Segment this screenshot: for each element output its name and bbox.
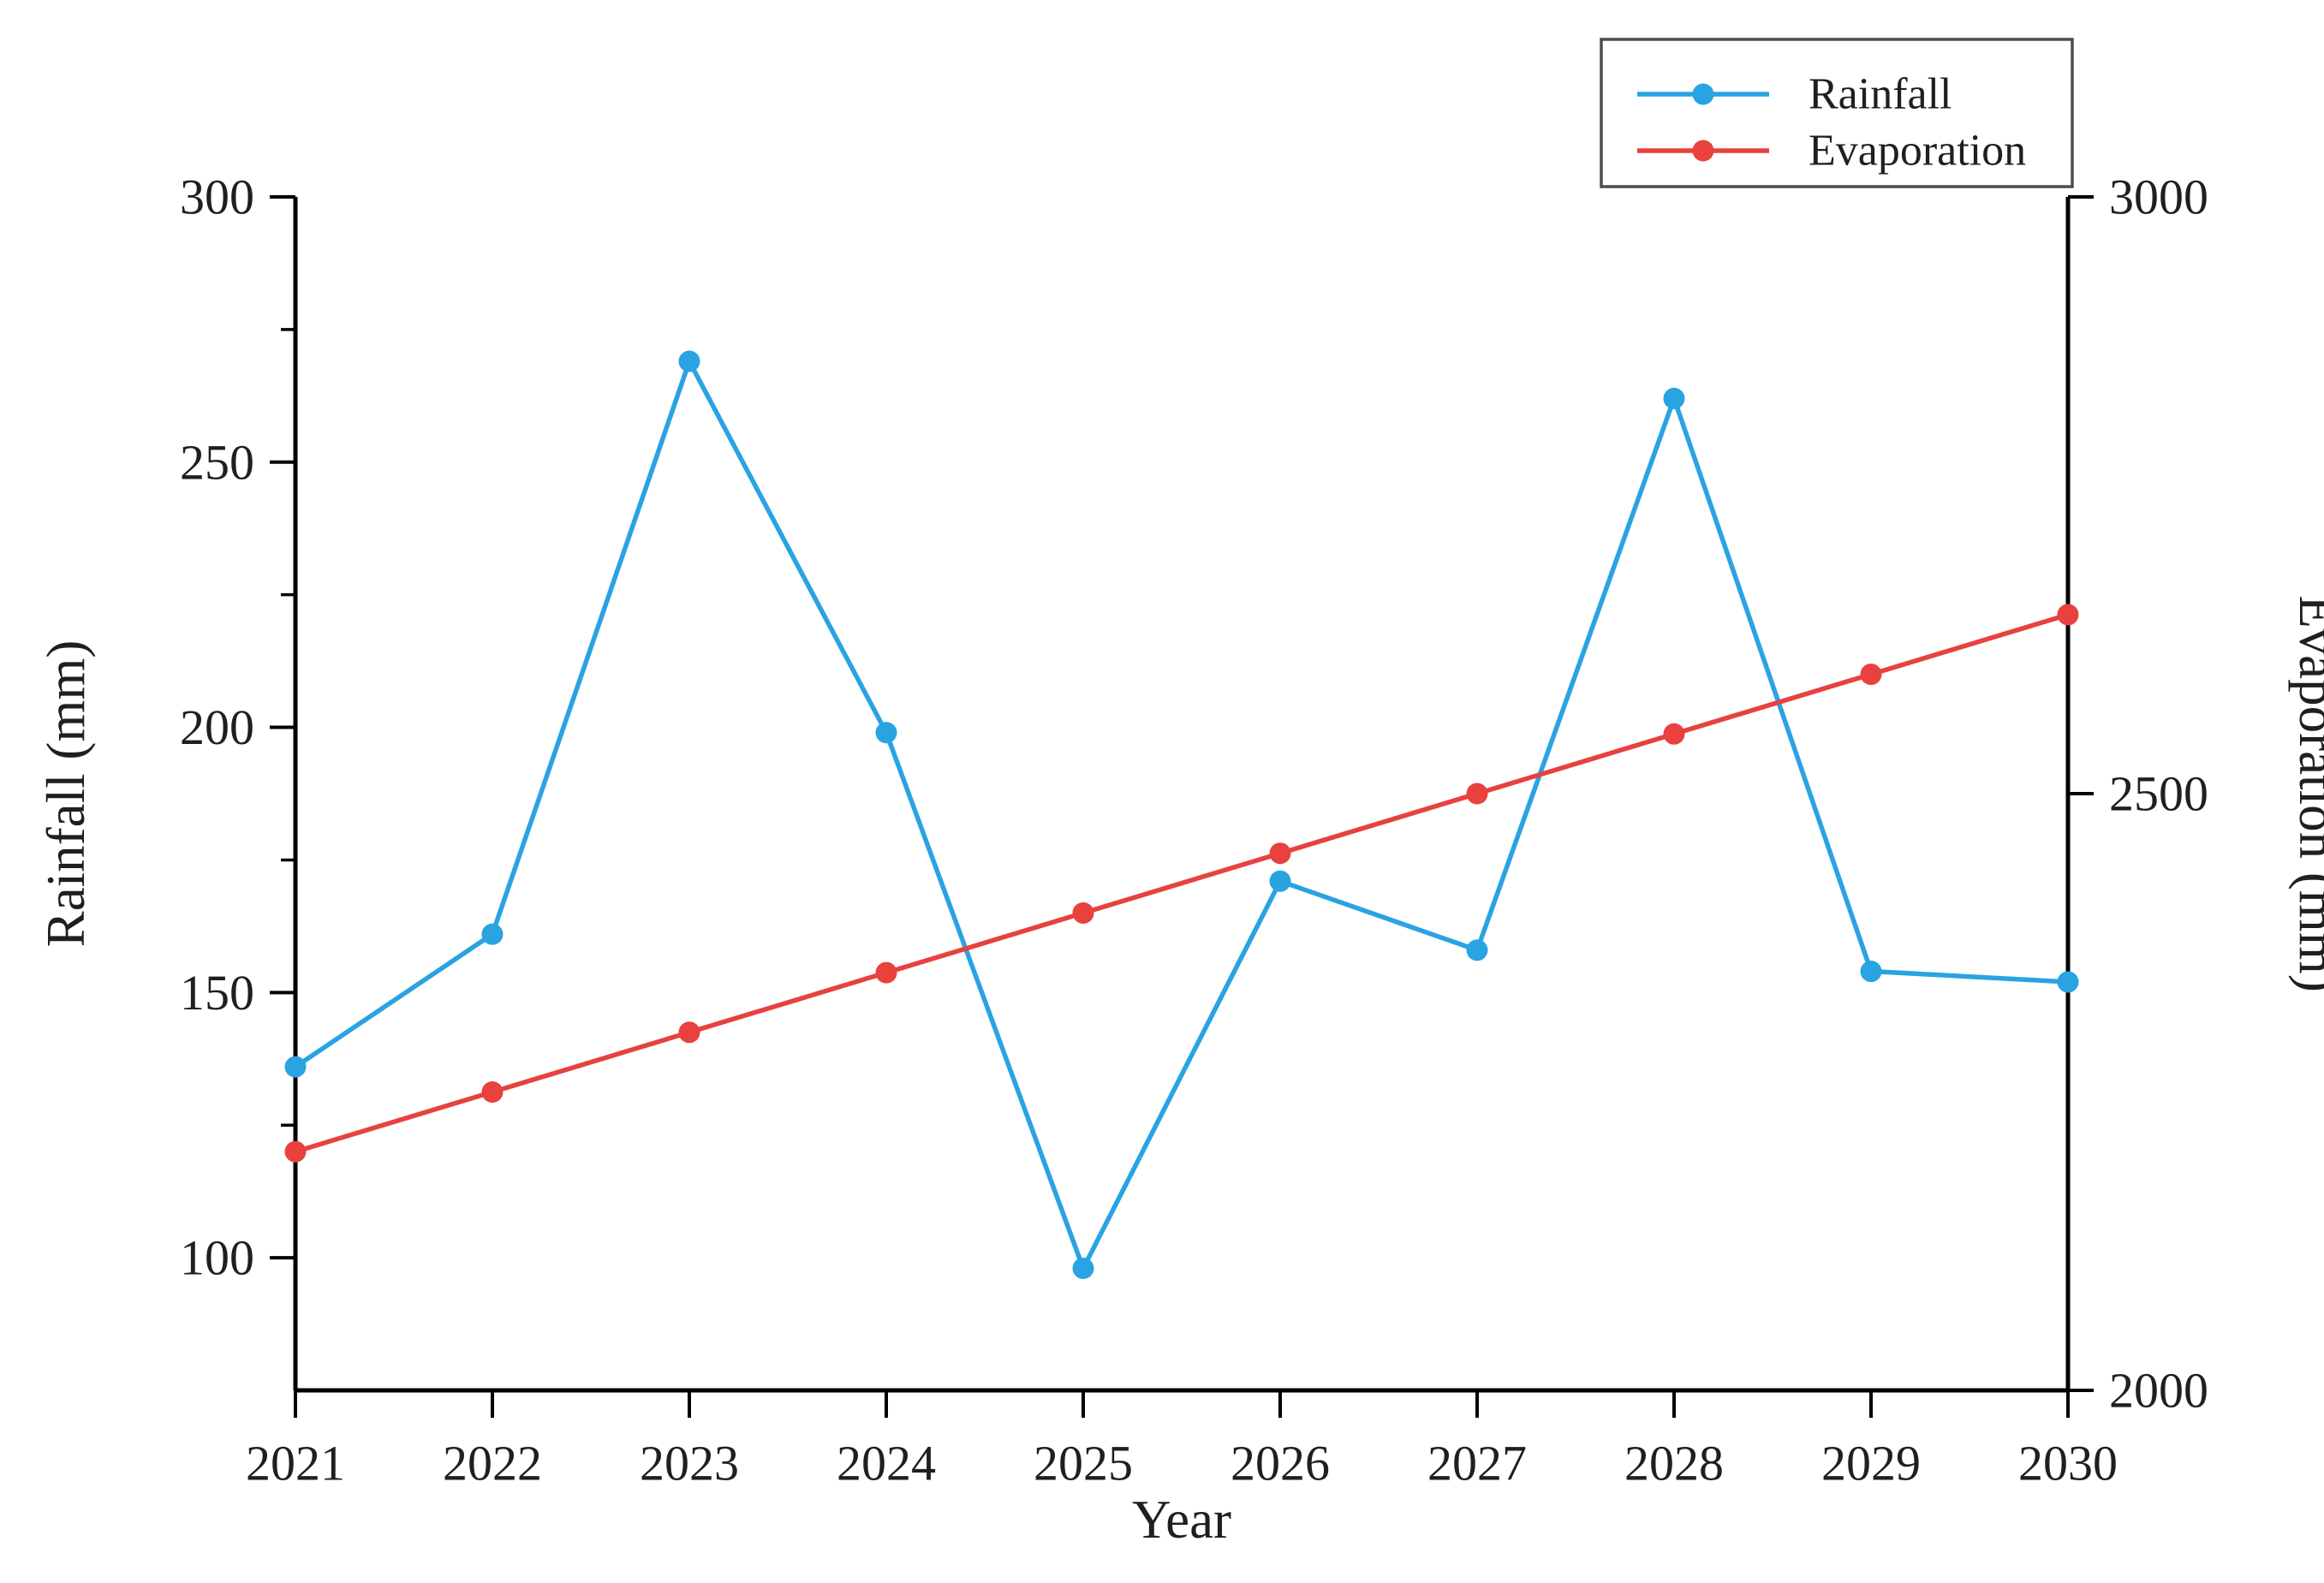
legend-label-rainfall: Rainfall (1809, 70, 1952, 119)
x-axis-title: Year (1132, 1490, 1231, 1550)
x-axis-tick-label-2028: 2028 (1624, 1436, 1724, 1491)
rainfall-marker-2023 (678, 350, 700, 372)
evaporation-marker-2021 (284, 1140, 307, 1163)
x-axis-tick-label-2022: 2022 (443, 1436, 542, 1491)
y-axis-right-tick-label-2000: 2000 (2109, 1363, 2208, 1419)
rainfall-line (294, 359, 2069, 1271)
x-axis-tick-label-2025: 2025 (1034, 1436, 1133, 1491)
x-axis-tick-label-2023: 2023 (640, 1436, 739, 1491)
rainfall-marker-2022 (481, 923, 504, 945)
y-axis-right-tick-label-3000: 3000 (2109, 170, 2208, 225)
evaporation-marker-2025 (1072, 902, 1094, 924)
y-axis-left-tick-label-100: 100 (180, 1230, 254, 1286)
x-axis-tick-label-2026: 2026 (1231, 1436, 1330, 1491)
rainfall-marker-2029 (1860, 961, 1882, 983)
evaporation-marker-2023 (678, 1021, 700, 1044)
y-axis-left-tick-label-250: 250 (180, 434, 254, 490)
x-axis-tick-label-2030: 2030 (2018, 1436, 2118, 1491)
y-axis-left-tick-label-200: 200 (180, 699, 254, 755)
y-axis-title-left: Rainfall (mm) (36, 640, 96, 948)
x-axis-tick-label-2027: 2027 (1427, 1436, 1527, 1491)
dual-axis-line-chart: 300 250 200 150 100 3000 2500 2000 2021 2022 2023 2… (34, 14, 2324, 1569)
rainfall-marker-2024 (875, 722, 897, 744)
rainfall-marker-2028 (1663, 387, 1685, 409)
legend-label-evaporation: Evaporation (1809, 127, 2026, 176)
rainfall-marker-2025 (1072, 1258, 1094, 1280)
rainfall-marker-2030 (2057, 971, 2079, 993)
x-axis-tick-label-2024: 2024 (837, 1436, 936, 1491)
rainfall-marker-2026 (1269, 870, 1291, 892)
evaporation-marker-2029 (1860, 664, 1882, 686)
evaporation-marker-2024 (875, 961, 897, 984)
evaporation-marker-2026 (1269, 842, 1291, 865)
rainfall-marker-2027 (1466, 939, 1488, 961)
x-axis-tick-label-2029: 2029 (1821, 1436, 1921, 1491)
legend-box (1600, 38, 2074, 188)
legend-swatch-marker-rainfall (1692, 83, 1714, 105)
plot-canvas: 300 250 200 150 100 3000 2500 2000 2021 2022 2023 2… (36, 38, 2324, 1550)
evaporation-marker-2027 (1466, 783, 1488, 805)
legend-swatch-marker-evaporation (1692, 140, 1714, 162)
rainfall-marker-2021 (284, 1056, 307, 1078)
x-axis-tick-label-2021: 2021 (246, 1436, 345, 1491)
y-axis-title-right: Evaporation (mm) (2288, 595, 2324, 992)
y-axis-left-tick-label-300: 300 (180, 170, 254, 225)
evaporation-marker-2030 (2057, 604, 2079, 626)
y-axis-right-tick-label-2500: 2500 (2109, 766, 2208, 822)
evaporation-line (295, 612, 2069, 1154)
y-axis-left-tick-label-150: 150 (180, 965, 254, 1021)
evaporation-marker-2028 (1663, 723, 1685, 745)
evaporation-marker-2022 (481, 1081, 504, 1103)
